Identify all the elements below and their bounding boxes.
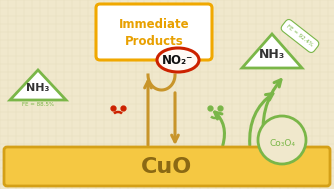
Text: NH₃: NH₃ xyxy=(259,47,285,60)
Polygon shape xyxy=(10,70,66,100)
Text: NH₃: NH₃ xyxy=(26,83,50,93)
Circle shape xyxy=(258,116,306,164)
Text: FE = 88.5%: FE = 88.5% xyxy=(22,101,54,106)
Text: FE = 92.4%: FE = 92.4% xyxy=(286,24,314,48)
FancyBboxPatch shape xyxy=(96,4,212,60)
Polygon shape xyxy=(242,34,302,68)
Ellipse shape xyxy=(157,48,199,72)
FancyBboxPatch shape xyxy=(4,147,330,186)
Text: Immediate
Products: Immediate Products xyxy=(119,18,189,48)
Text: Co₃O₄: Co₃O₄ xyxy=(269,139,295,149)
Text: NO₂⁻: NO₂⁻ xyxy=(162,53,194,67)
Text: CuO: CuO xyxy=(141,157,193,177)
